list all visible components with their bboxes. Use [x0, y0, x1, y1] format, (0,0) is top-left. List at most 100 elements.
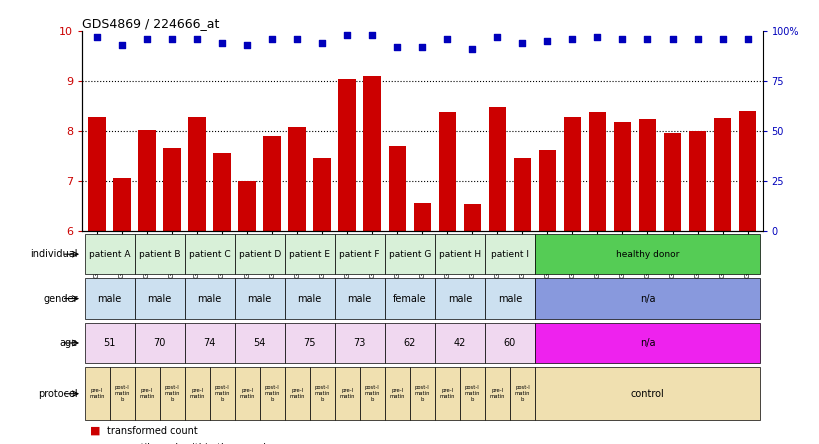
Text: GDS4869 / 224666_at: GDS4869 / 224666_at	[82, 17, 219, 30]
Bar	[534, 367, 759, 420]
Text: n/a: n/a	[639, 293, 654, 304]
Bar	[110, 367, 134, 420]
Text: pre-I
matin: pre-I matin	[289, 388, 305, 399]
Point	[715, 36, 728, 43]
Text: individual: individual	[30, 249, 78, 259]
Text: n/a: n/a	[639, 338, 654, 348]
Bar	[184, 367, 210, 420]
Bar	[413, 203, 431, 231]
Bar	[160, 367, 184, 420]
Bar	[134, 278, 184, 319]
Bar	[134, 323, 184, 363]
Bar	[234, 323, 284, 363]
Bar	[509, 367, 534, 420]
Point	[690, 36, 704, 43]
Bar	[538, 150, 555, 231]
Point	[590, 34, 604, 41]
Bar	[84, 367, 110, 420]
Bar	[313, 159, 331, 231]
Bar	[338, 79, 355, 231]
Bar	[588, 112, 605, 231]
Point	[240, 42, 253, 49]
Text: post-I
matin
b: post-I matin b	[214, 385, 229, 402]
Text: percentile rank within the sample: percentile rank within the sample	[106, 443, 271, 444]
Bar	[484, 234, 534, 274]
Text: pre-I
matin: pre-I matin	[189, 388, 205, 399]
Bar	[663, 134, 681, 231]
Bar	[284, 367, 310, 420]
Bar	[188, 117, 206, 231]
Bar	[434, 278, 484, 319]
Point	[415, 44, 428, 51]
Text: ■: ■	[90, 425, 101, 436]
Text: post-I
matin
b: post-I matin b	[314, 385, 329, 402]
Text: 42: 42	[453, 338, 465, 348]
Text: male: male	[197, 293, 221, 304]
Point	[90, 34, 103, 41]
Point	[615, 36, 628, 43]
Bar	[134, 367, 160, 420]
Bar	[488, 107, 505, 231]
Text: post-I
matin
b: post-I matin b	[264, 385, 279, 402]
Bar	[410, 367, 434, 420]
Text: ■: ■	[90, 443, 101, 444]
Text: female: female	[392, 293, 426, 304]
Text: male: male	[447, 293, 472, 304]
Bar	[134, 234, 184, 274]
Text: healthy donor: healthy donor	[615, 250, 678, 259]
Text: age: age	[60, 338, 78, 348]
Text: male: male	[147, 293, 171, 304]
Bar	[534, 234, 759, 274]
Bar	[184, 323, 234, 363]
Point	[140, 36, 153, 43]
Bar	[638, 119, 655, 231]
Bar	[238, 181, 256, 231]
Text: male: male	[497, 293, 522, 304]
Bar	[384, 323, 434, 363]
Text: 51: 51	[103, 338, 115, 348]
Bar	[84, 234, 134, 274]
Text: gender: gender	[43, 293, 78, 304]
Bar	[334, 323, 384, 363]
Text: 74: 74	[203, 338, 215, 348]
Bar	[688, 131, 705, 231]
Text: 70: 70	[153, 338, 165, 348]
Bar	[713, 119, 731, 231]
Text: patient F: patient F	[339, 250, 379, 259]
Text: pre-I
matin: pre-I matin	[439, 388, 455, 399]
Text: male: male	[247, 293, 271, 304]
Bar	[163, 148, 181, 231]
Bar	[484, 278, 534, 319]
Bar	[388, 146, 405, 231]
Text: 54: 54	[253, 338, 265, 348]
Point	[290, 36, 303, 43]
Point	[441, 36, 454, 43]
Bar	[284, 323, 334, 363]
Text: post-I
matin
b: post-I matin b	[514, 385, 530, 402]
Text: patient D: patient D	[238, 250, 280, 259]
Bar	[213, 154, 231, 231]
Bar	[384, 367, 410, 420]
Text: post-I
matin
b: post-I matin b	[114, 385, 129, 402]
Bar	[184, 234, 234, 274]
Bar	[463, 204, 481, 231]
Point	[565, 36, 578, 43]
Bar	[210, 367, 234, 420]
Bar	[434, 367, 459, 420]
Text: protocol: protocol	[38, 388, 78, 399]
Bar	[334, 234, 384, 274]
Bar	[363, 76, 381, 231]
Text: post-I
matin
b: post-I matin b	[414, 385, 429, 402]
Text: patient B: patient B	[138, 250, 180, 259]
Bar	[184, 278, 234, 319]
Bar	[88, 117, 106, 231]
Bar	[534, 278, 759, 319]
Text: post-I
matin
b: post-I matin b	[464, 385, 479, 402]
Point	[340, 32, 353, 39]
Point	[215, 40, 229, 47]
Point	[665, 36, 678, 43]
Text: pre-I
matin: pre-I matin	[89, 388, 105, 399]
Point	[165, 36, 179, 43]
Text: patient G: patient G	[388, 250, 431, 259]
Text: patient H: patient H	[438, 250, 480, 259]
